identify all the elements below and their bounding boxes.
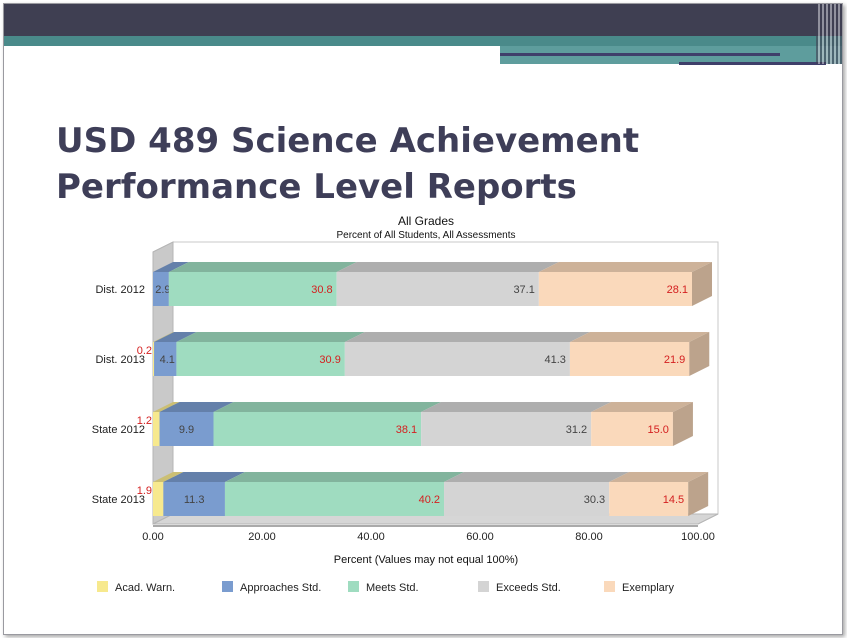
chart-title: All Grades — [398, 214, 454, 228]
bar-end-face — [672, 402, 693, 446]
bar-segment-top — [224, 472, 465, 482]
category-label: Dist. 2012 — [95, 284, 145, 296]
x-axis-label: Percent (Values may not equal 100%) — [334, 554, 518, 566]
x-tick-label: 0.00 — [142, 531, 163, 543]
data-label: 9.9 — [179, 424, 194, 436]
data-label: 30.8 — [311, 284, 332, 296]
bar-segment-top — [159, 402, 234, 412]
legend-swatch — [97, 581, 108, 592]
data-label: 31.2 — [566, 424, 587, 436]
legend-label: Approaches Std. — [240, 582, 321, 594]
data-label: 2.9 — [155, 284, 170, 296]
x-tick-label: 80.00 — [575, 531, 603, 543]
data-label: 41.3 — [545, 354, 566, 366]
data-label: 30.9 — [319, 354, 340, 366]
legend-swatch — [604, 581, 615, 592]
legend-label: Exemplary — [622, 582, 674, 594]
category-label: Dist. 2013 — [95, 354, 145, 366]
floor — [152, 513, 719, 525]
slide-title: USD 489 Science Achievement Performance … — [56, 118, 756, 210]
legend-swatch — [478, 581, 489, 592]
bar-segment-top — [176, 332, 365, 342]
category-label: State 2012 — [92, 424, 145, 436]
bar-segment — [154, 342, 177, 376]
x-tick-label: 100.00 — [681, 531, 715, 543]
data-label: 15.0 — [648, 424, 669, 436]
slide-title-line-1: USD 489 Science Achievement — [56, 121, 640, 161]
slide-title-line-2: Performance Level Reports — [56, 167, 577, 207]
data-label: 21.9 — [664, 354, 685, 366]
data-label: 38.1 — [396, 424, 417, 436]
bar-segment-top — [344, 332, 590, 342]
data-label: 28.1 — [667, 284, 688, 296]
bar-segment — [609, 482, 689, 516]
bar-segment-top — [609, 472, 709, 482]
data-label: 4.1 — [160, 354, 175, 366]
header-accent-line-short — [679, 62, 826, 65]
bar-segment-top — [153, 332, 175, 342]
bar-segment-top — [153, 262, 189, 272]
legend-label: Exceeds Std. — [496, 582, 561, 594]
x-tick-label: 60.00 — [466, 531, 494, 543]
bar-segment-top — [163, 472, 245, 482]
data-label: 14.5 — [663, 494, 684, 506]
bar-segment-top — [153, 402, 180, 412]
header-bar — [4, 4, 842, 36]
legend: Acad. Warn. Approaches Std. Meets Std. Exce… — [97, 581, 674, 594]
bar-segment-top — [153, 472, 184, 482]
bar-segment — [153, 272, 169, 306]
bar-segment-top — [168, 262, 357, 272]
legend-swatch — [348, 581, 359, 592]
bar-segment-top — [154, 332, 197, 342]
bar-segment — [344, 342, 570, 376]
bar-segment-top — [336, 262, 559, 272]
data-label: 37.1 — [513, 284, 534, 296]
bar-segment-top — [444, 472, 630, 482]
data-label: 11.3 — [184, 494, 205, 506]
bar-segment — [336, 272, 539, 306]
bar-segment — [176, 342, 345, 376]
bar-segment-top — [421, 402, 612, 412]
bar-segment — [569, 342, 690, 376]
bar-segment — [153, 342, 155, 376]
data-label: 30.3 — [584, 494, 605, 506]
data-label: 0.2 — [137, 345, 152, 357]
bar-segment — [591, 412, 673, 446]
bar-segment — [168, 272, 337, 306]
header-accent-line — [500, 53, 780, 56]
bar-segment-top — [213, 402, 442, 412]
bar-segment — [421, 412, 592, 446]
bar-segment-top — [569, 332, 710, 342]
category-label: State 2013 — [92, 494, 145, 506]
header-accent-bar — [4, 36, 842, 46]
bar-segment — [224, 482, 445, 516]
bar-segment-top — [591, 402, 693, 412]
bar-segment — [153, 482, 164, 516]
header-stripes — [816, 4, 842, 64]
bar-segment — [159, 412, 214, 446]
bar-segment — [153, 412, 160, 446]
x-tick-label: 20.00 — [248, 531, 276, 543]
legend-swatch — [222, 581, 233, 592]
plot-area: 0.00 20.00 40.00 60.00 80.00 100.00 Dist. 2012… — [92, 241, 719, 543]
bar-end-face — [689, 332, 710, 376]
bar-end-face — [692, 262, 713, 306]
bar-segment — [538, 272, 693, 306]
legend-label: Acad. Warn. — [115, 582, 175, 594]
data-label: 1.2 — [137, 415, 152, 427]
bar-end-face — [688, 472, 709, 516]
data-label: 1.9 — [137, 485, 152, 497]
data-label: 40.2 — [419, 494, 440, 506]
chart-subtitle: Percent of All Students, All Assessments — [337, 230, 516, 241]
bar-segment — [444, 482, 610, 516]
bar-segment — [163, 482, 225, 516]
bar-segment — [213, 412, 422, 446]
x-tick-label: 40.00 — [357, 531, 385, 543]
bar-segment-top — [538, 262, 713, 272]
legend-label: Meets Std. — [366, 582, 419, 594]
